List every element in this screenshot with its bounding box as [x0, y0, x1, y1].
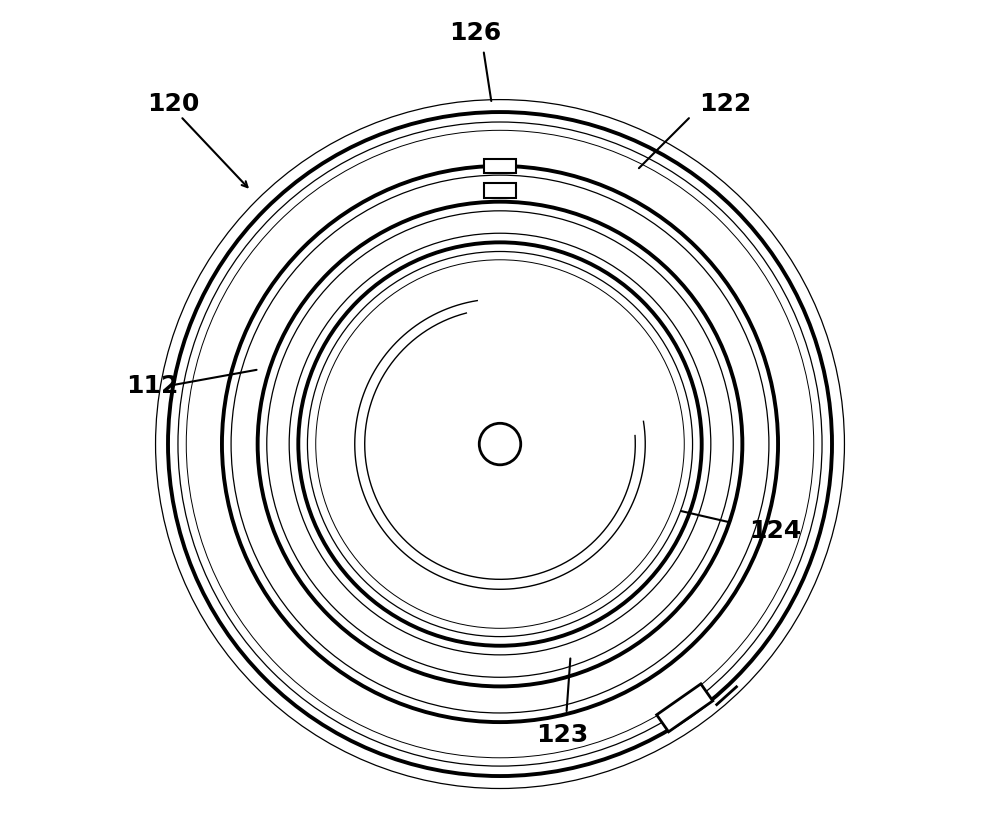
Text: 126: 126: [449, 22, 501, 45]
Polygon shape: [484, 159, 516, 173]
Text: 120: 120: [147, 92, 200, 115]
Polygon shape: [484, 183, 516, 198]
Text: 122: 122: [699, 92, 751, 115]
Text: 124: 124: [749, 520, 801, 543]
Text: 112: 112: [126, 374, 179, 398]
Text: 123: 123: [536, 723, 588, 746]
Polygon shape: [657, 684, 713, 732]
